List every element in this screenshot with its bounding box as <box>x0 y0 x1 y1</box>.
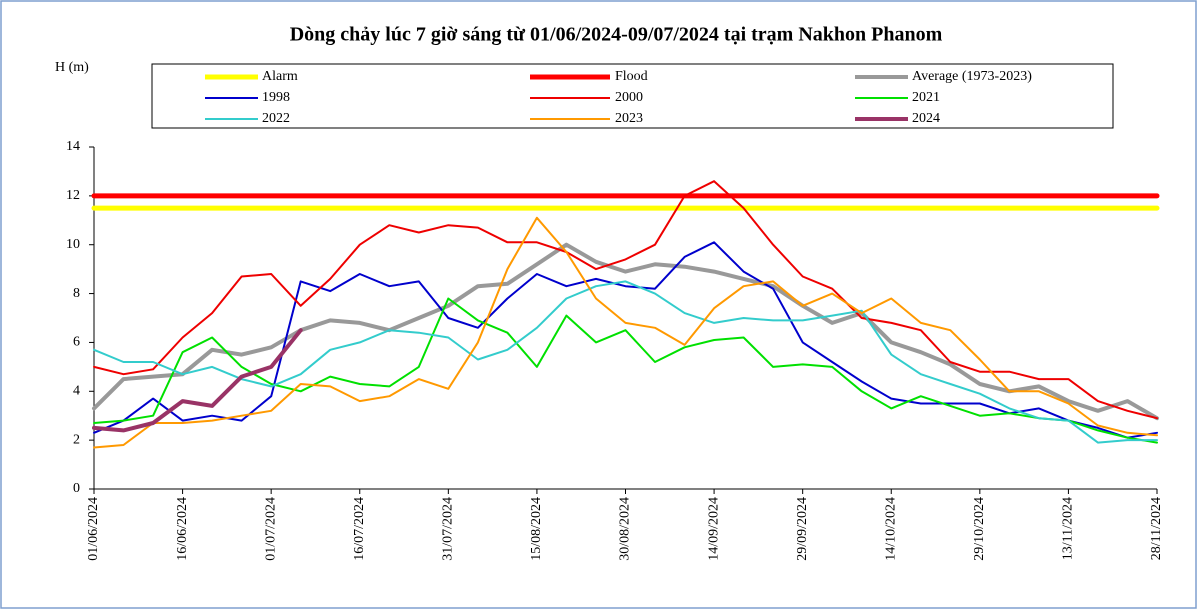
y-tick-label: 0 <box>73 481 80 496</box>
series-line <box>93 180 1158 420</box>
y-tick-label: 14 <box>66 139 80 154</box>
legend-label: 2024 <box>912 111 940 126</box>
x-tick-label: 01/06/2024 <box>86 497 101 561</box>
legend-label: Flood <box>615 69 648 84</box>
y-tick-label: 8 <box>73 286 80 301</box>
y-tick-label: 4 <box>73 384 80 399</box>
legend-label: Alarm <box>262 69 298 84</box>
chart-title: Dòng chảy lúc 7 giờ sáng từ 01/06/2024-0… <box>290 24 943 46</box>
x-tick-label: 14/10/2024 <box>883 497 898 561</box>
series-line <box>92 242 1159 421</box>
legend-box <box>151 63 1114 129</box>
x-tick-label: 15/08/2024 <box>529 497 544 561</box>
x-tick-label: 30/08/2024 <box>618 497 633 561</box>
x-tick-label: 16/06/2024 <box>175 497 190 561</box>
legend-label: 2022 <box>262 111 290 126</box>
x-tick-label: 29/10/2024 <box>972 497 987 561</box>
legend-label: 2023 <box>615 111 643 126</box>
y-tick-label: 2 <box>73 432 80 447</box>
y-axis-label: H (m) <box>55 60 89 75</box>
legend-label: 2021 <box>912 90 940 105</box>
y-tick-label: 10 <box>66 237 80 252</box>
x-tick-label: 29/09/2024 <box>795 497 810 561</box>
legend-label: Average (1973-2023) <box>912 69 1032 84</box>
legend-label: 1998 <box>262 90 290 105</box>
y-tick-label: 12 <box>66 188 80 203</box>
x-tick-label: 16/07/2024 <box>352 497 367 561</box>
series-line <box>92 328 303 433</box>
x-tick-label: 14/09/2024 <box>706 497 721 561</box>
x-tick-label: 28/11/2024 <box>1149 497 1164 560</box>
y-tick-label: 6 <box>73 335 80 350</box>
x-tick-label: 13/11/2024 <box>1061 497 1076 560</box>
series-line <box>93 297 1158 444</box>
series-line <box>93 241 1158 439</box>
x-tick-label: 01/07/2024 <box>263 497 278 561</box>
series-line <box>93 216 1158 449</box>
x-tick-label: 31/07/2024 <box>441 497 456 561</box>
legend-label: 2000 <box>615 90 643 105</box>
series-line <box>93 280 1158 444</box>
